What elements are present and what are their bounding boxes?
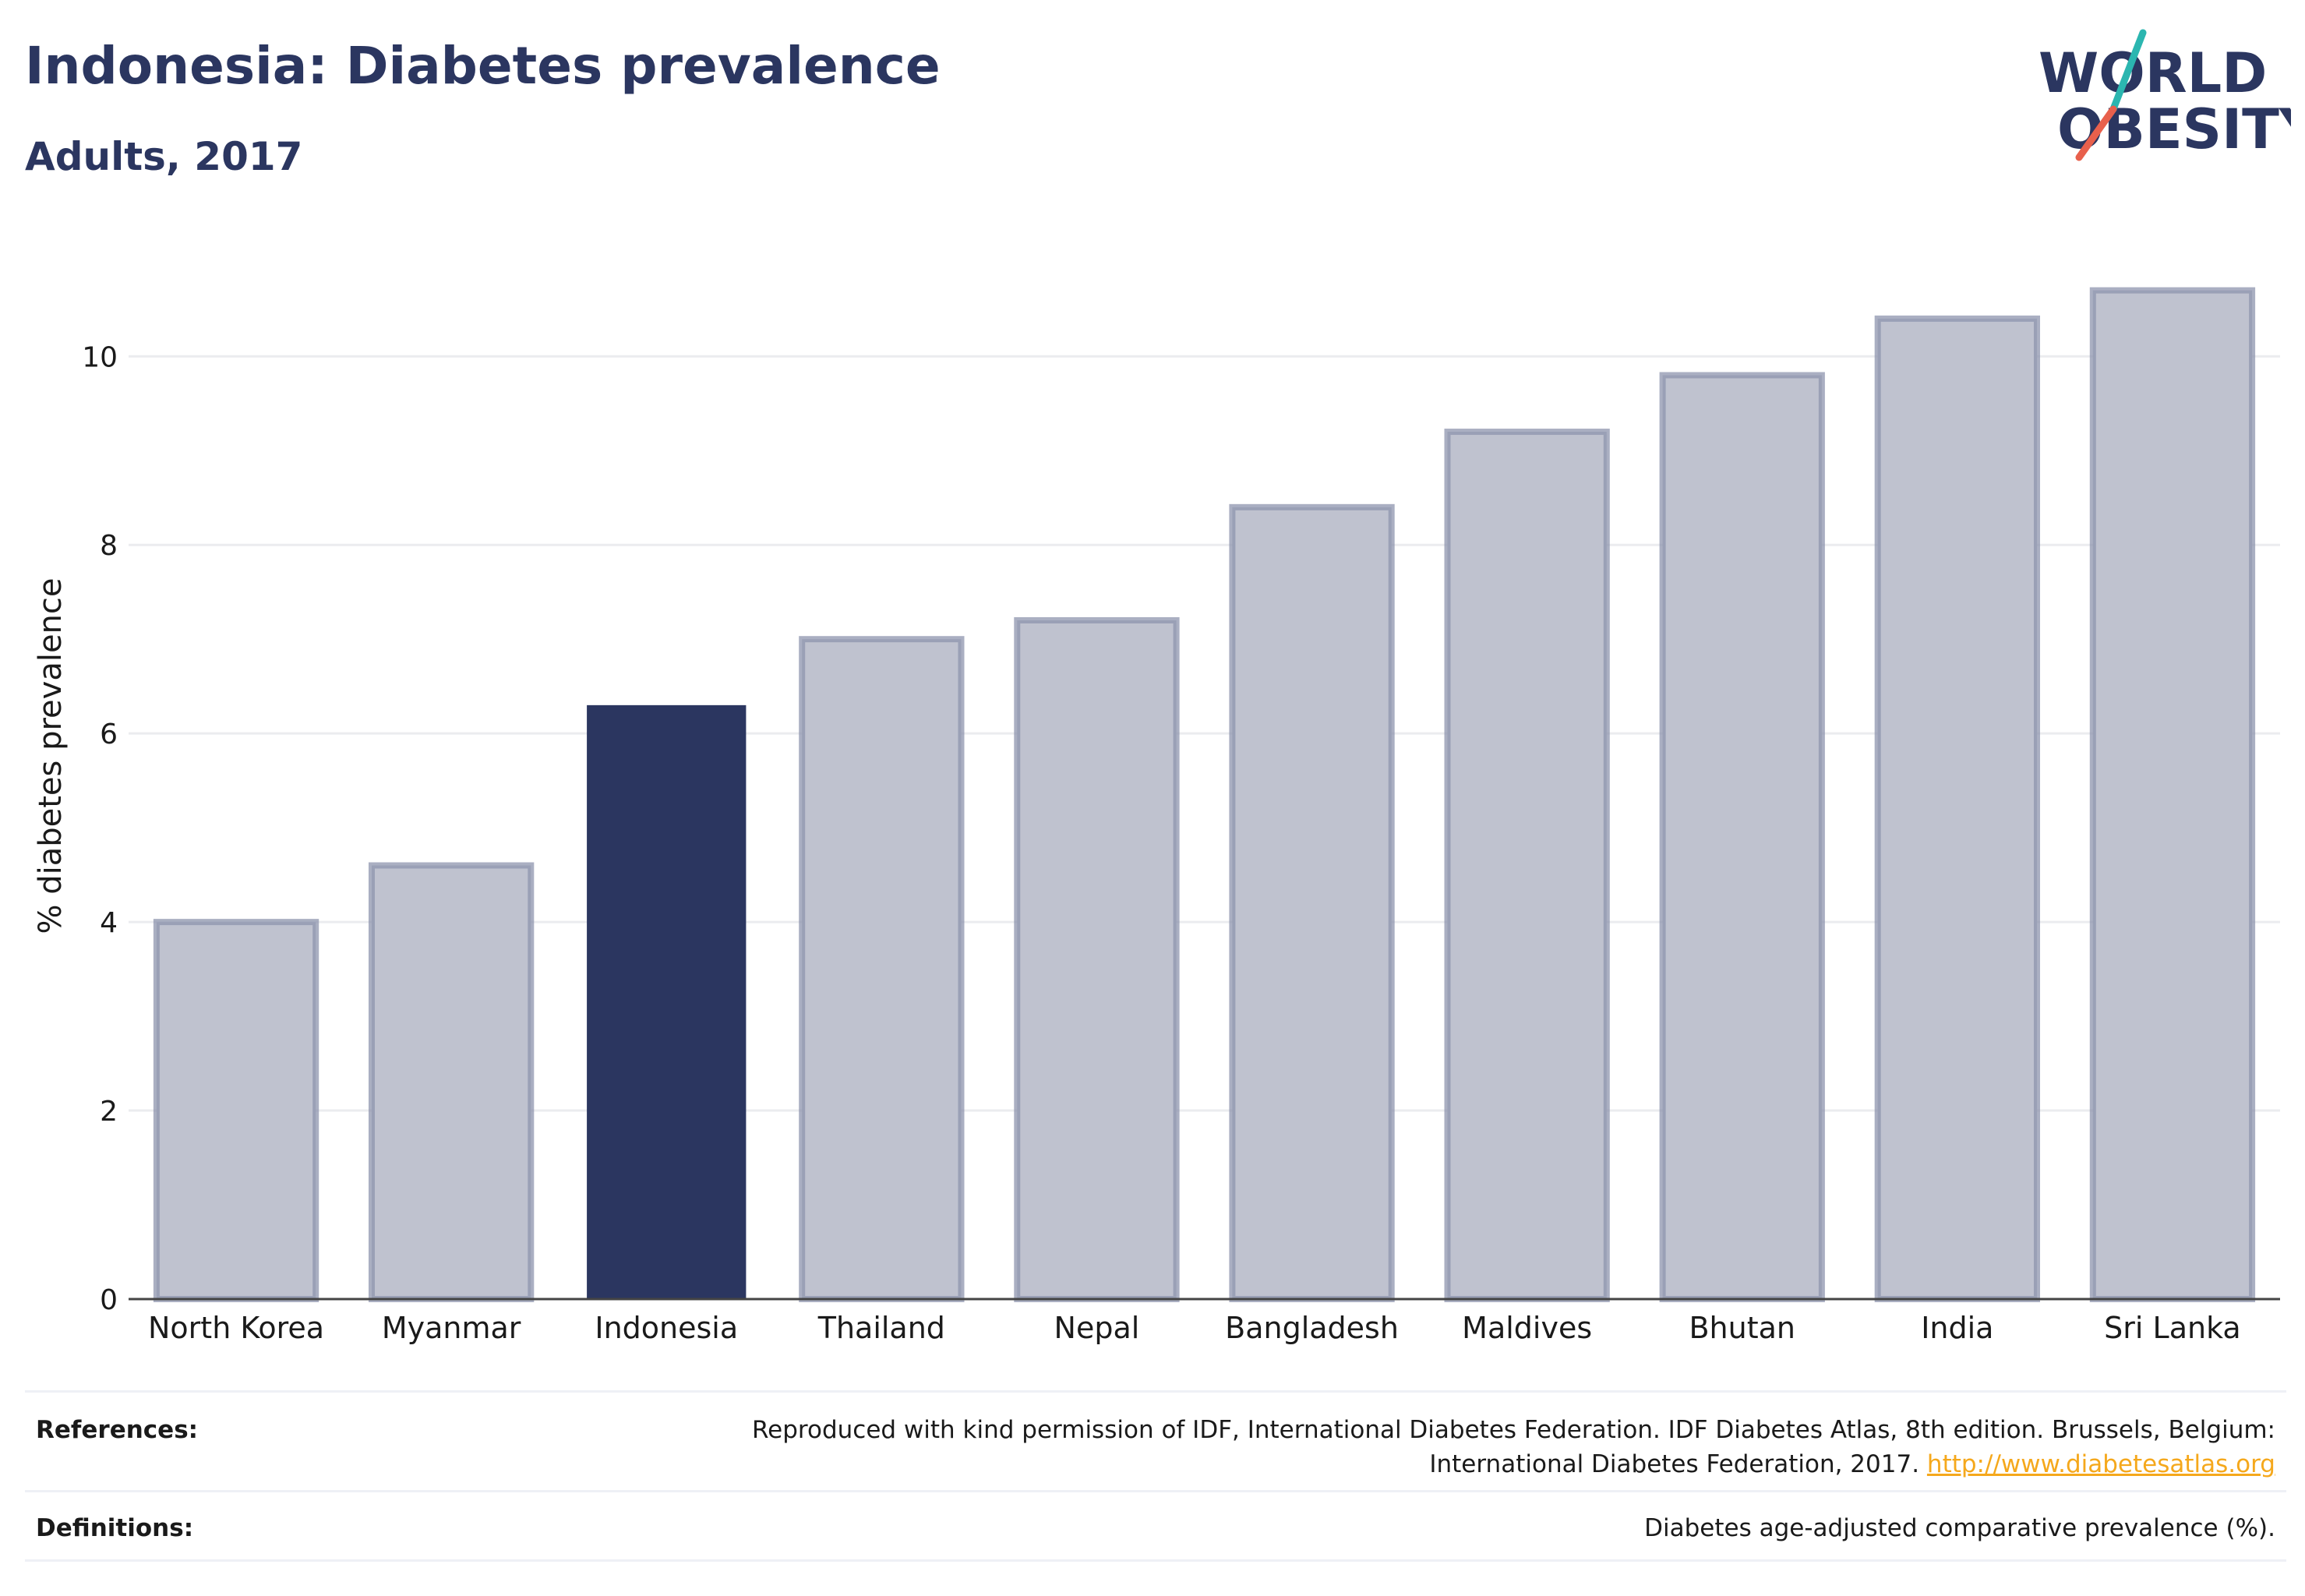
logo-slash-teal [2109,29,2147,113]
bar-bhutan [1659,372,1825,1302]
logo-slash-red [2075,105,2117,161]
diabetes-atlas-link[interactable]: http://www.diabetesatlas.org [1926,1450,2275,1478]
x-tick-label: Thailand [817,1311,945,1345]
y-tick-label: 8 [100,530,118,562]
world-obesity-logo: WORLD OBESITY [2038,29,2291,161]
references-row: References: Reproduced with kind permiss… [25,1390,2286,1492]
definitions-label: Definitions: [36,1514,194,1542]
definitions-row: Definitions: Diabetes age-adjusted compa… [25,1490,2286,1562]
x-tick-label: Bhutan [1689,1311,1795,1345]
x-tick-label: North Korea [148,1311,324,1345]
bar-myanmar [368,862,535,1302]
definitions-text: Diabetes age-adjusted comparative preval… [1644,1514,2275,1542]
bar-nepal [1014,616,1180,1302]
bar-sri-lanka [2089,287,2256,1302]
x-tick-label: Bangladesh [1225,1311,1399,1345]
y-tick-label: 2 [100,1096,118,1128]
bars [153,287,2256,1303]
bar-maldives [1444,429,1610,1303]
chart-title: Indonesia: Diabetes prevalence [25,36,941,96]
bar-north-korea [153,919,319,1302]
references-text: Reproduced with kind permission of IDF, … [561,1413,2275,1481]
x-tick-label: Sri Lanka [2104,1311,2241,1345]
x-tick-label: India [1921,1311,1993,1345]
y-tick-label: 4 [100,907,118,939]
references-label: References: [36,1416,199,1444]
x-tick-label: Nepal [1054,1311,1140,1345]
x-tick-label: Maldives [1462,1311,1592,1345]
references-text-line-1: Reproduced with kind permission of IDF, … [752,1416,2275,1444]
chart-subtitle: Adults, 2017 [25,134,303,179]
axes: 0 2 4 6 8 10 North Korea Myanmar Indonesia Thaila… [82,341,2280,1345]
x-tick-label: Myanmar [382,1311,521,1345]
bar-indonesia [587,704,747,1299]
logo-line-1: WORLD [2038,41,2267,105]
x-tick-label: Indonesia [595,1311,738,1345]
y-axis-title: % diabetes prevalence [33,577,69,934]
y-tick-label: 6 [100,719,118,750]
bar-bangladesh [1229,503,1395,1302]
y-tick-label: 10 [82,341,118,373]
references-text-line-2: International Diabetes Federation, 2017. [1429,1450,1920,1478]
bar-thailand [799,636,965,1302]
y-tick-label: 0 [100,1284,118,1316]
bar-india [1874,315,2041,1302]
